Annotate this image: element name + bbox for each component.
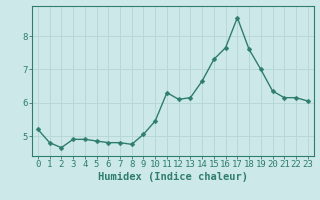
- X-axis label: Humidex (Indice chaleur): Humidex (Indice chaleur): [98, 172, 248, 182]
